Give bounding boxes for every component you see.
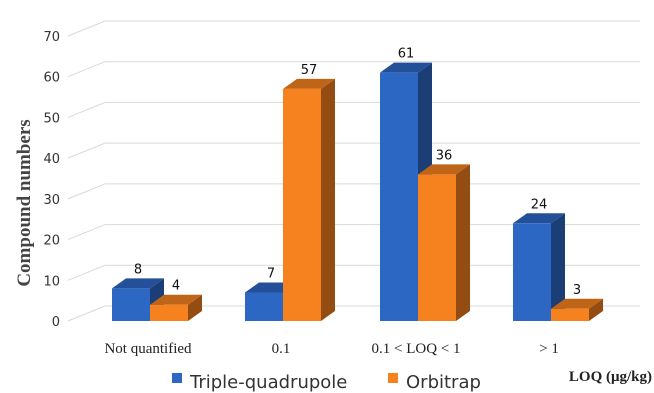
- gridline: [67, 142, 640, 159]
- data-label-triple-quadrupole: 24: [531, 197, 548, 212]
- x-tick-label: > 1: [539, 341, 559, 357]
- bar-orbitrap: [150, 304, 188, 321]
- bar-top-triple-quadrupole: [513, 213, 565, 224]
- y-tick-label: 10: [43, 274, 60, 289]
- x-tick-label: 0.1: [272, 341, 291, 357]
- legend-label-orbitrap: Orbitrap: [406, 372, 481, 393]
- x-tick-label: 0.1 < LOQ < 1: [372, 341, 461, 357]
- bar-triple-quadrupole: [245, 292, 283, 321]
- bar-top-orbitrap: [283, 78, 335, 89]
- legend-swatch-triple-quadrupole: [172, 373, 182, 383]
- bar-orbitrap: [283, 88, 321, 321]
- x-axis-label: LOQ (μg/kg): [569, 369, 652, 385]
- legend: Triple-quadrupole Orbitrap: [172, 372, 481, 393]
- data-label-triple-quadrupole: 7: [267, 267, 275, 282]
- y-axis-label: Compound numbers: [14, 119, 35, 286]
- gridline: [67, 101, 640, 118]
- bar-top-orbitrap: [551, 298, 603, 309]
- bar-triple-quadrupole: [380, 72, 418, 322]
- bar-side-triple-quadrupole: [551, 213, 565, 321]
- gridline: [67, 20, 640, 37]
- data-label-triple-quadrupole: 8: [134, 262, 142, 277]
- y-tick-label: 70: [43, 30, 60, 45]
- bar-side-orbitrap: [321, 78, 335, 321]
- bar-side-orbitrap: [456, 164, 470, 321]
- category-label-layer: Not quantified 0.1 0.1 < LOQ < 1 > 1: [104, 341, 558, 357]
- bar-orbitrap: [418, 174, 456, 321]
- bar-triple-quadrupole: [513, 223, 551, 321]
- data-label-orbitrap: 57: [301, 63, 318, 78]
- bar-side-orbitrap: [188, 294, 202, 321]
- bar-top-orbitrap: [150, 294, 202, 305]
- gridline: [67, 61, 640, 78]
- grid-layer: [67, 20, 640, 322]
- bar-top-triple-quadrupole: [380, 62, 432, 73]
- data-label-orbitrap: 36: [436, 148, 453, 163]
- data-label-orbitrap: 3: [573, 283, 581, 298]
- data-label-orbitrap: 4: [172, 279, 180, 294]
- gridline: [67, 183, 640, 200]
- legend-label-triple-quadrupole: Triple-quadrupole: [189, 372, 347, 393]
- y-tick-label: 0: [52, 315, 60, 330]
- bar-orbitrap: [551, 308, 589, 321]
- bar-top-triple-quadrupole: [112, 278, 164, 289]
- bar-triple-quadrupole: [112, 288, 150, 321]
- data-label-triple-quadrupole: 61: [398, 47, 415, 62]
- y-tick-label: 60: [43, 71, 60, 86]
- y-tick-label: 40: [43, 152, 60, 167]
- y-tick-label: 30: [43, 193, 60, 208]
- bar-side-orbitrap: [589, 298, 603, 321]
- x-tick-label: Not quantified: [104, 341, 192, 357]
- y-tick-label: 20: [43, 234, 60, 249]
- bar-top-orbitrap: [418, 164, 470, 175]
- y-tick-layer: 0 10 20 30 40 50 60 70: [43, 30, 60, 330]
- bar-layer: [112, 62, 603, 322]
- y-tick-label: 50: [43, 111, 60, 126]
- legend-swatch-orbitrap: [388, 373, 398, 383]
- data-label-layer: 8 4 7 57 61 36 24 3: [134, 47, 581, 298]
